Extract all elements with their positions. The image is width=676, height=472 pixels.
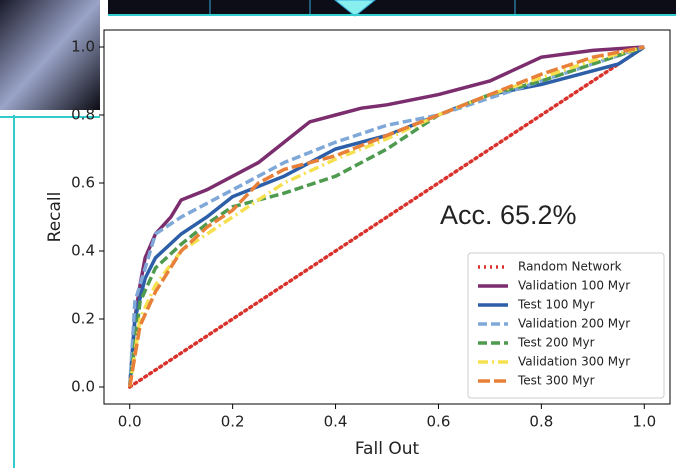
y-tick-label: 0.0 — [71, 378, 95, 396]
x-tick-label: 0.0 — [118, 413, 142, 431]
pointer — [334, 0, 376, 17]
line — [127, 45, 647, 389]
y-tick-label: 0.6 — [71, 174, 95, 192]
legend-label: Validation 200 Myr — [518, 317, 630, 331]
legend — [467, 252, 665, 399]
y-tick-label: 0.8 — [71, 106, 95, 124]
x-tick-label: 0.4 — [324, 413, 348, 431]
legend-label: Test 200 Myr — [517, 336, 595, 350]
top-strip — [108, 0, 676, 14]
legend-label: Random Network — [518, 260, 622, 274]
legend-label: Test 300 Myr — [517, 374, 595, 388]
y-tick-label: 0.4 — [71, 242, 95, 260]
corner-image — [0, 0, 100, 110]
line — [127, 45, 645, 388]
annotation: Acc. 65.2% — [440, 200, 577, 230]
line — [127, 45, 645, 388]
legend-label: Test 100 Myr — [517, 298, 595, 312]
line — [127, 45, 645, 388]
x-tick-label: 0.2 — [221, 413, 245, 431]
line — [127, 45, 646, 388]
x-tick-label: 1.0 — [632, 413, 656, 431]
x-tick-label: 0.8 — [529, 413, 553, 431]
legend-label: Validation 300 Myr — [518, 355, 630, 369]
line — [127, 45, 645, 388]
x-tick-label: 0.6 — [427, 413, 451, 431]
y-tick-label: 0.2 — [71, 310, 95, 328]
y-tick-label: 1.0 — [71, 38, 95, 56]
legend-label: Validation 100 Myr — [518, 279, 630, 293]
y-axis-label: Recall — [45, 192, 65, 243]
x-axis-label: Fall Out — [355, 439, 420, 459]
chart: 0.0 0.2 0.4 0.6 0.8 1.0 0.0 0.2 0.4 0.6 0.8 1.0 Fall… — [45, 29, 671, 459]
line — [128, 45, 645, 388]
